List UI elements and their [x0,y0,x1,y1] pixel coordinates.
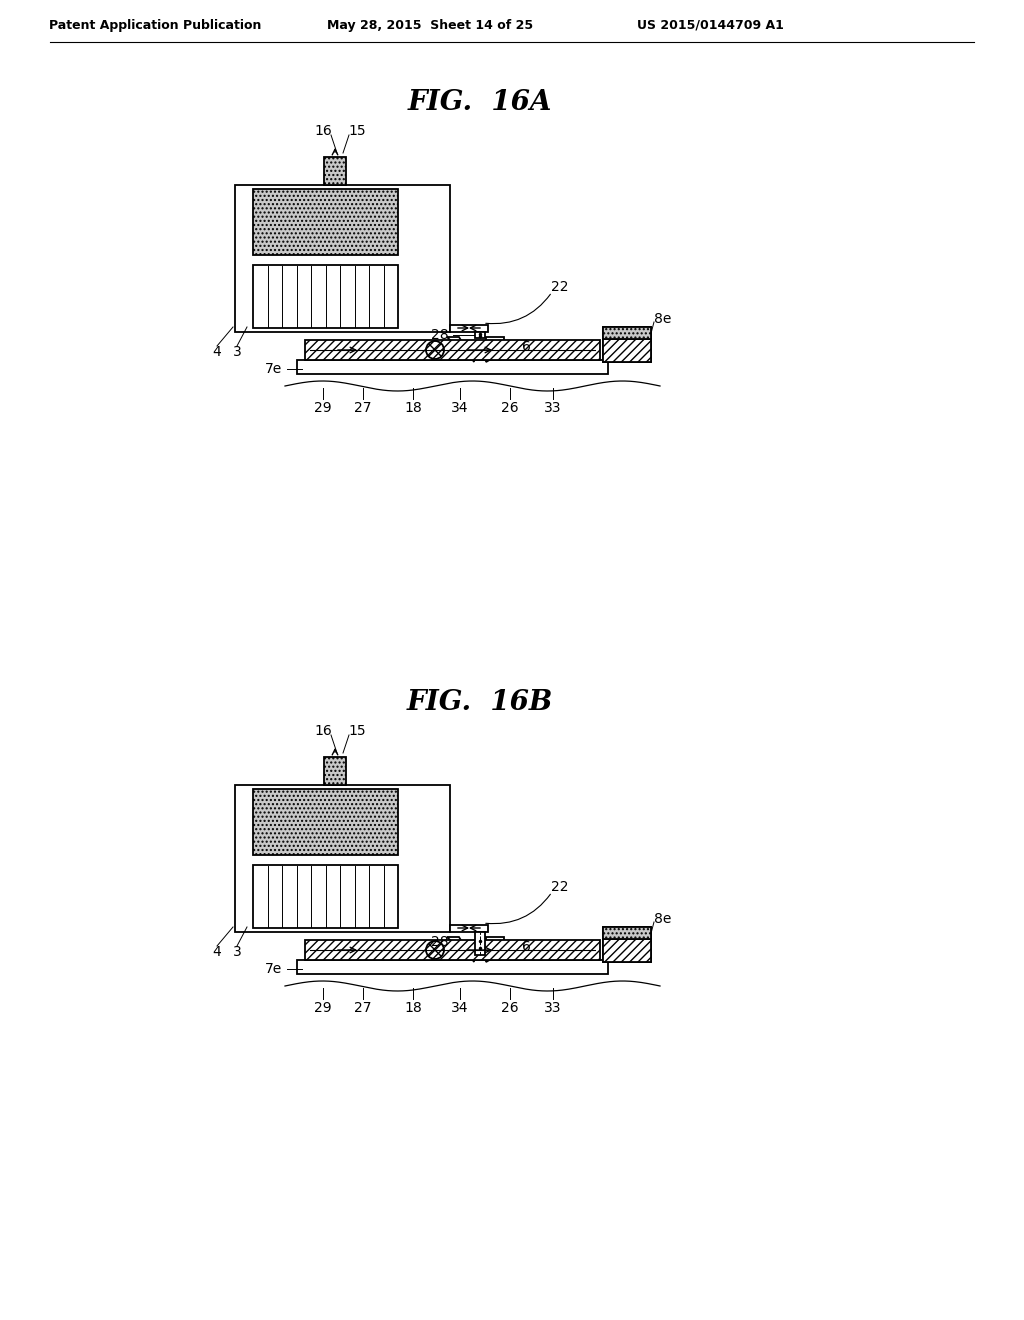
Text: 6: 6 [521,940,530,954]
Bar [234,785,450,932]
Bar [297,960,608,974]
Text: May 28, 2015  Sheet 14 of 25: May 28, 2015 Sheet 14 of 25 [327,18,534,32]
Text: 4: 4 [213,345,221,359]
Text: FIG.  16B: FIG. 16B [407,689,553,715]
Bar [450,325,488,333]
Text: 29: 29 [314,1001,332,1015]
Text: 16: 16 [314,124,332,139]
Text: 4: 4 [213,945,221,960]
Bar [253,865,398,928]
Bar [450,925,488,932]
Text: FIG.  16A: FIG. 16A [408,88,552,116]
Bar [234,185,450,333]
Text: 26: 26 [501,1001,519,1015]
Text: 27: 27 [354,1001,372,1015]
Bar [305,341,600,360]
Text: 8e: 8e [654,912,672,927]
Text: 27: 27 [354,401,372,414]
Text: 33: 33 [544,1001,562,1015]
Text: 22: 22 [551,280,568,294]
Text: 18: 18 [404,401,422,414]
Text: 33: 33 [544,401,562,414]
Text: 3: 3 [232,345,242,359]
Bar [324,756,346,785]
Text: 34: 34 [452,401,469,414]
Polygon shape [447,337,474,362]
Bar [603,927,651,962]
Text: 22: 22 [551,880,568,894]
Polygon shape [447,937,474,962]
Text: 18: 18 [404,1001,422,1015]
Bar [305,940,600,960]
Text: 29: 29 [314,401,332,414]
Bar [603,327,651,339]
Text: 26: 26 [501,401,519,414]
Text: 7e: 7e [264,362,282,376]
Bar [324,157,346,185]
Text: 28: 28 [431,936,449,949]
Text: 6: 6 [521,341,530,354]
Bar [603,327,651,362]
Polygon shape [486,337,504,362]
Bar [253,189,398,255]
Text: 3: 3 [232,945,242,960]
Text: 16: 16 [314,723,332,738]
Text: US 2015/0144709 A1: US 2015/0144709 A1 [637,18,783,32]
Bar [253,265,398,327]
Bar [253,789,398,855]
Bar [475,932,485,954]
Text: 7e: 7e [264,962,282,975]
Text: 8e: 8e [654,312,672,326]
Text: 15: 15 [348,124,366,139]
Bar [603,339,651,362]
Bar [475,333,485,338]
Text: 28: 28 [431,327,449,342]
Bar [297,360,608,374]
Bar [603,939,651,962]
Text: 15: 15 [348,723,366,738]
Text: Patent Application Publication: Patent Application Publication [49,18,261,32]
Text: 34: 34 [452,1001,469,1015]
Bar [603,927,651,939]
Polygon shape [486,937,504,962]
